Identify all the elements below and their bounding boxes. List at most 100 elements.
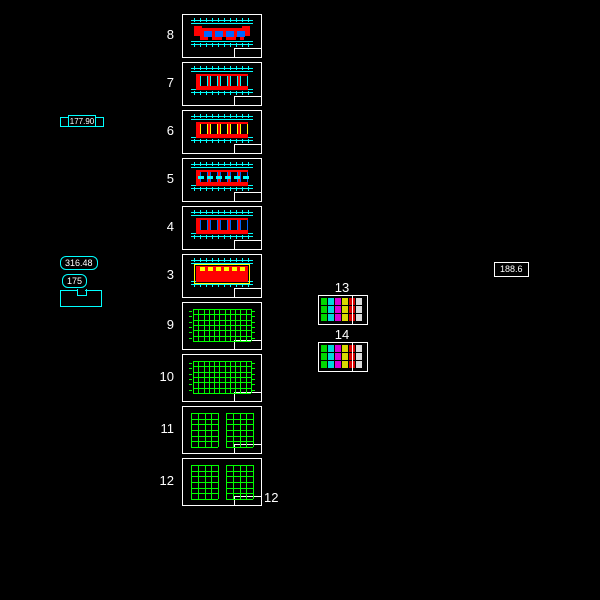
dim-tick bbox=[224, 114, 225, 118]
plan-body bbox=[194, 24, 250, 44]
dim-tick bbox=[252, 363, 255, 364]
dim-tick bbox=[189, 384, 192, 385]
elevation-grid bbox=[193, 361, 251, 393]
dim-tick bbox=[194, 18, 195, 22]
symbol-iblock: 177.90 bbox=[60, 113, 104, 129]
sheet-number-label: 12 bbox=[152, 473, 174, 488]
plan-content bbox=[191, 260, 253, 285]
detail-block bbox=[321, 353, 327, 360]
detail-titleblock bbox=[352, 343, 367, 371]
detail-block bbox=[335, 298, 341, 305]
partition bbox=[200, 220, 208, 230]
floor-line bbox=[193, 377, 251, 378]
wall-line bbox=[218, 465, 219, 499]
roof-band bbox=[200, 267, 205, 271]
detail-block bbox=[342, 298, 348, 305]
dim-tick bbox=[230, 114, 231, 118]
floor-line bbox=[191, 447, 218, 448]
detail-block bbox=[335, 361, 341, 368]
dim-tick bbox=[252, 327, 255, 328]
sheet-number-label: 8 bbox=[152, 27, 174, 42]
column-line bbox=[225, 309, 226, 341]
floor-line bbox=[193, 314, 251, 315]
wall-line bbox=[205, 413, 206, 447]
column-line bbox=[240, 309, 241, 341]
dim-tick bbox=[206, 162, 207, 166]
dim-tick bbox=[194, 210, 195, 214]
drawing-sheet-3 bbox=[182, 254, 262, 298]
wall-line bbox=[198, 465, 199, 499]
dim-tick bbox=[189, 363, 192, 364]
detail-block bbox=[321, 361, 327, 368]
dim-tick bbox=[242, 66, 243, 70]
floor-line bbox=[193, 336, 251, 337]
detail-block bbox=[321, 298, 327, 305]
dim-tick bbox=[189, 338, 192, 339]
accent bbox=[198, 176, 204, 179]
section-left bbox=[191, 413, 218, 447]
partition bbox=[220, 76, 228, 86]
dim-tick bbox=[194, 162, 195, 166]
wall-line bbox=[218, 413, 219, 447]
dim-tick bbox=[252, 316, 255, 317]
detail-label: 13 bbox=[332, 280, 352, 295]
drawing-sheet-11 bbox=[182, 406, 262, 454]
roof-band bbox=[216, 267, 221, 271]
wall-line bbox=[205, 465, 206, 499]
plan-body bbox=[194, 120, 250, 140]
partition bbox=[240, 76, 248, 86]
plan-body bbox=[194, 264, 250, 284]
dim-tick bbox=[218, 210, 219, 214]
plan-body bbox=[194, 168, 250, 188]
void bbox=[222, 37, 226, 41]
dim-tick bbox=[200, 162, 201, 166]
dim-tick bbox=[189, 322, 192, 323]
column-line bbox=[240, 361, 241, 393]
detail-sheet-14 bbox=[318, 342, 368, 372]
dim-tick bbox=[200, 210, 201, 214]
column-line bbox=[214, 361, 215, 393]
detail-block bbox=[328, 361, 334, 368]
sheet-number-label: 6 bbox=[152, 123, 174, 138]
dim-tick bbox=[248, 114, 249, 118]
dim-tick bbox=[212, 66, 213, 70]
partition bbox=[230, 76, 238, 86]
column-line bbox=[214, 309, 215, 341]
dim-tick bbox=[224, 18, 225, 22]
dim-tick bbox=[248, 18, 249, 22]
plan-content bbox=[191, 20, 253, 45]
sheet-number-label: 11 bbox=[152, 421, 174, 436]
section-right bbox=[226, 413, 253, 447]
partition bbox=[210, 124, 218, 134]
detail-block bbox=[321, 314, 327, 321]
floor-line bbox=[193, 320, 251, 321]
column-line bbox=[230, 309, 231, 341]
symbol-box-right: 188.6 bbox=[494, 262, 529, 277]
dim-tick bbox=[189, 368, 192, 369]
column-line bbox=[198, 361, 199, 393]
dim-tick bbox=[230, 18, 231, 22]
column-line bbox=[251, 309, 252, 341]
plan-body bbox=[194, 72, 250, 92]
column-line bbox=[246, 361, 247, 393]
dim-tick bbox=[224, 66, 225, 70]
floor-line bbox=[193, 330, 251, 331]
accent bbox=[234, 176, 240, 179]
dim-tick bbox=[252, 322, 255, 323]
dim-tick bbox=[236, 210, 237, 214]
dim-tick bbox=[236, 18, 237, 22]
floor-line bbox=[191, 499, 218, 500]
symbol-notch bbox=[60, 290, 102, 307]
void bbox=[236, 37, 240, 41]
plan-content bbox=[191, 68, 253, 93]
column-line bbox=[219, 309, 220, 341]
drawing-sheet-4 bbox=[182, 206, 262, 250]
wall bbox=[194, 26, 202, 36]
dim-tick bbox=[242, 162, 243, 166]
dim-tick bbox=[242, 210, 243, 214]
sheet-number-label: 3 bbox=[152, 267, 174, 282]
dim-tick bbox=[230, 258, 231, 262]
detail-block bbox=[342, 345, 348, 352]
column-line bbox=[251, 361, 252, 393]
dim-tick bbox=[230, 162, 231, 166]
